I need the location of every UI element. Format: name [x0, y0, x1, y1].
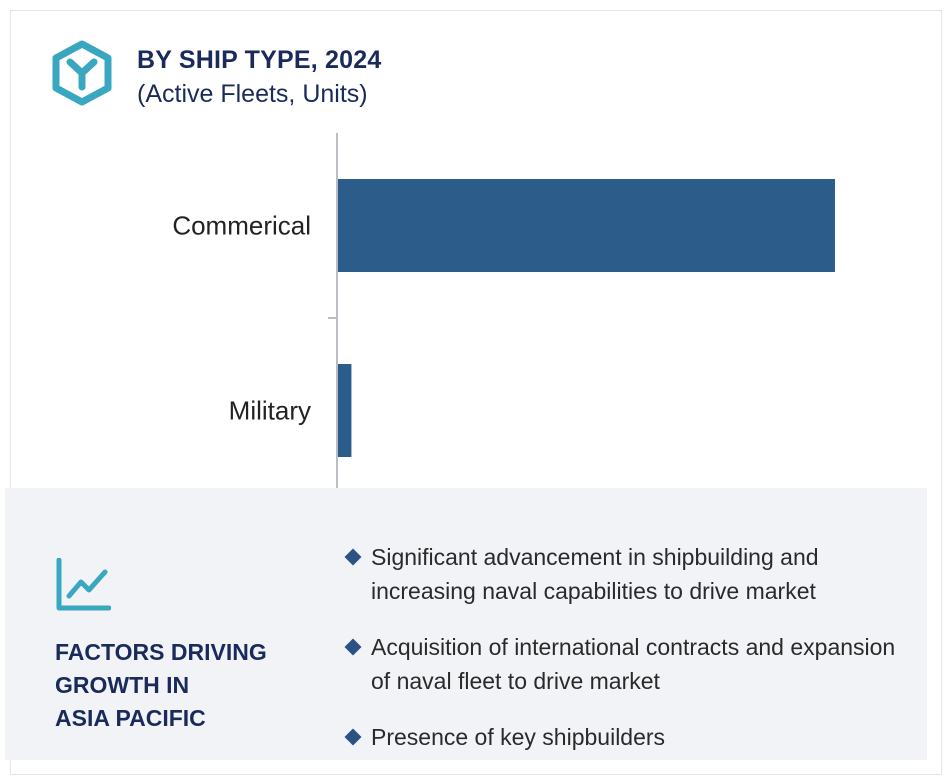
- chart-subtitle: (Active Fleets, Units): [137, 80, 368, 108]
- cube-y-icon: [52, 40, 112, 106]
- factors-heading: FACTORS DRIVING GROWTH IN ASIA PACIFIC: [55, 639, 267, 731]
- factor-item: Significant advancement in shipbuilding …: [344, 540, 920, 608]
- diamond-bullet-icon: [344, 638, 362, 656]
- bar-chart: Commerical Military: [172, 133, 835, 500]
- factor-text: Acquisition of international contracts a…: [371, 634, 896, 694]
- factor-text: Presence of key shipbuilders: [371, 724, 666, 750]
- bar-military: [338, 364, 352, 457]
- category-label: Commerical: [172, 211, 311, 241]
- factor-text: Significant advancement in shipbuilding …: [371, 544, 819, 604]
- diamond-bullet-icon: [344, 728, 362, 746]
- bar-commerical: [338, 179, 835, 272]
- factors-list: Significant advancement in shipbuilding …: [344, 540, 920, 776]
- line-chart-icon: [56, 558, 111, 611]
- chart-title: BY SHIP TYPE, 2024: [137, 46, 382, 74]
- growth-factors-panel: FACTORS DRIVING GROWTH IN ASIA PACIFIC S…: [5, 488, 927, 760]
- diamond-bullet-icon: [344, 548, 362, 566]
- category-label: Military: [229, 396, 311, 426]
- factor-item: Presence of key shipbuilders: [344, 720, 920, 754]
- factor-item: Acquisition of international contracts a…: [344, 630, 920, 698]
